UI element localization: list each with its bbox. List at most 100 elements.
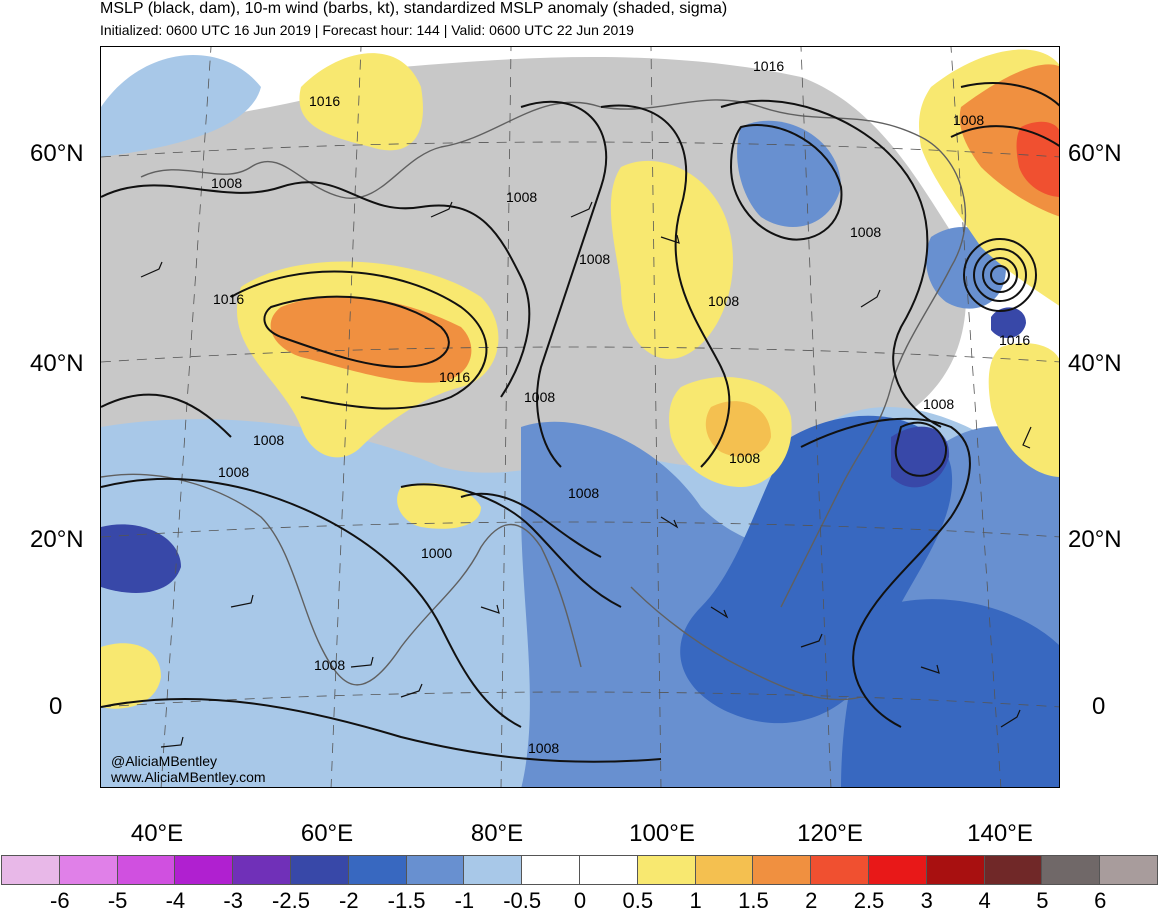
lat-label-60n-right: 60°N — [1068, 140, 1122, 167]
wind-barbs — [140, 201, 1032, 748]
map-area: 1016 1008 1008 1016 1008 1008 1016 1008 … — [100, 46, 1060, 788]
graticule-lon — [800, 47, 832, 787]
colorbar-swatch — [578, 855, 638, 885]
credit-handle: @AliciaMBentley — [111, 753, 218, 769]
lon-label-140e: 140°E — [967, 820, 1033, 847]
contour-label: 1008 — [218, 464, 249, 480]
isobar-line — [101, 697, 662, 763]
isobar-line — [460, 492, 602, 558]
contour-label: 1008 — [923, 396, 954, 412]
isobar-line — [263, 295, 450, 369]
graticule-lon — [950, 47, 1002, 787]
contour-label: 1008 — [253, 432, 284, 448]
colorbar-label: -6 — [50, 888, 70, 913]
lat-label-0-left: 0 — [49, 693, 63, 720]
lon-label-60e: 60°E — [300, 820, 354, 847]
low-center-core — [991, 307, 1026, 339]
wind-barb — [660, 516, 679, 529]
contour-label: 1008 — [579, 251, 610, 267]
colorbar-label: -1 — [454, 888, 475, 913]
colorbar-swatch — [174, 855, 234, 885]
graticule-lon — [650, 47, 662, 787]
contour-labels: 1016 1008 1008 1016 1008 1008 1016 1008 … — [211, 58, 1030, 756]
isobar-line — [400, 483, 622, 608]
wind-barb — [140, 261, 163, 278]
contour-label: 1000 — [421, 545, 452, 561]
lat-label-0-right: 0 — [1092, 693, 1106, 720]
wind-barb — [1000, 709, 1021, 728]
wind-barb — [1022, 426, 1032, 449]
isobar-ring — [973, 248, 1027, 302]
isobar-line — [800, 417, 971, 728]
wind-barb — [230, 594, 254, 608]
colorbar-label: 2.5 — [853, 888, 885, 913]
colorbar-swatch — [983, 855, 1043, 885]
coastlines — [101, 99, 967, 701]
positive-anomaly-africa — [101, 643, 161, 709]
isobar-line — [230, 270, 488, 410]
wind-barb — [570, 201, 593, 218]
contour-label: 1008 — [528, 740, 559, 756]
isobar-line — [729, 124, 843, 241]
colorbar-swatch — [1, 855, 60, 885]
wind-barb — [350, 656, 374, 668]
colorbar-label: 1 — [689, 888, 702, 913]
colorbar-label: 3 — [920, 888, 933, 913]
isobar-line — [960, 82, 1059, 107]
colorbar-label: -1.5 — [387, 888, 426, 913]
wind-barb — [660, 234, 680, 244]
contour-label: 1008 — [850, 224, 881, 240]
lon-label-80e: 80°E — [470, 820, 524, 847]
coastline-south-asia — [101, 473, 582, 686]
isobar-line — [950, 125, 1059, 147]
lon-label-120e: 120°E — [797, 820, 863, 847]
coastline-southeast-asia — [630, 586, 862, 701]
colorbar-swatch — [521, 855, 580, 885]
colorbar-label: -2 — [339, 888, 359, 913]
wind-barb — [480, 604, 500, 614]
colorbar-label: -5 — [107, 888, 128, 913]
colorbar-swatch — [405, 855, 465, 885]
low-pressure-center — [963, 238, 1037, 312]
contour-label: 1008 — [524, 389, 555, 405]
wind-barb — [160, 736, 184, 748]
wind-barb — [860, 289, 881, 308]
lat-label-60n-left: 60°N — [30, 140, 84, 167]
contour-label: 1008 — [314, 657, 345, 673]
colorbar-swatch — [636, 855, 696, 885]
lat-label-20n-left: 20°N — [30, 526, 84, 553]
isobar-line — [101, 393, 232, 438]
negative-anomaly-north-atlantic — [101, 54, 261, 157]
credit-website: www.AliciaMBentley.com — [111, 769, 266, 785]
positive-anomaly-central-asia-core — [270, 296, 472, 383]
lat-label-20n-right: 20°N — [1068, 526, 1122, 553]
contour-label: 1008 — [568, 485, 599, 501]
forecast-map: 1016 1008 1008 1016 1008 1008 1016 1008 … — [101, 47, 1059, 787]
colorbar-swatch — [752, 855, 812, 885]
colorbar-label: 0.5 — [622, 888, 654, 913]
isobar-line — [600, 104, 731, 468]
contour-label: 1008 — [506, 189, 537, 205]
lat-label-40n-right: 40°N — [1068, 350, 1122, 377]
lon-label-100e: 100°E — [629, 820, 695, 847]
negative-anomaly-ocean-region — [841, 599, 1059, 787]
isobar-ring — [963, 238, 1037, 312]
contour-label: 1016 — [439, 369, 470, 385]
colorbar-label: 1.5 — [738, 888, 769, 913]
colorbar-swatch — [694, 855, 754, 885]
anomaly-colorbar — [1, 855, 1158, 885]
colorbar-swatch — [810, 855, 869, 885]
isobar-line — [101, 181, 531, 398]
colorbar-label: 0 — [573, 888, 587, 913]
isobar-ring — [982, 257, 1018, 293]
wind-barb — [430, 201, 453, 218]
isobar-line — [101, 478, 522, 728]
graticule-lon — [330, 47, 362, 787]
colorbar-label: -2.5 — [272, 888, 310, 913]
graticule-lat — [101, 691, 1059, 708]
graticule-lat — [101, 521, 1059, 538]
graticule-lon — [500, 47, 512, 787]
contour-label: 1016 — [999, 332, 1030, 348]
contour-label: 1016 — [309, 93, 340, 109]
contour-label: 1008 — [953, 112, 984, 128]
